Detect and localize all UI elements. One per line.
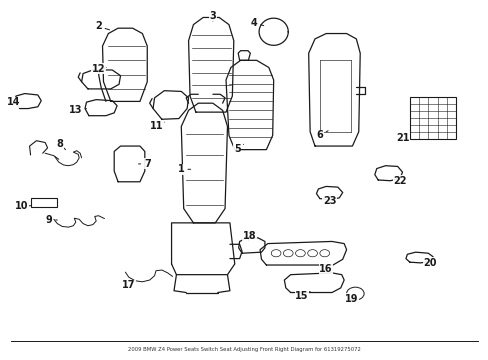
Text: 15: 15 <box>295 291 309 301</box>
Bar <box>409 97 455 139</box>
Text: 2: 2 <box>95 21 109 31</box>
Text: 17: 17 <box>122 280 135 291</box>
Text: 16: 16 <box>319 264 332 274</box>
Bar <box>30 198 57 207</box>
Text: 10: 10 <box>15 201 31 211</box>
Text: 14: 14 <box>7 97 20 107</box>
Text: 18: 18 <box>242 231 256 242</box>
Text: 23: 23 <box>322 196 336 206</box>
Text: 3: 3 <box>209 11 216 21</box>
Text: 7: 7 <box>138 159 150 169</box>
Text: 9: 9 <box>45 215 57 225</box>
Text: 8: 8 <box>56 139 65 150</box>
Text: 11: 11 <box>150 121 164 131</box>
Text: 1: 1 <box>178 164 190 174</box>
Text: 2009 BMW Z4 Power Seats Switch Seat Adjusting Front Right Diagram for 6131927507: 2009 BMW Z4 Power Seats Switch Seat Adju… <box>128 347 360 352</box>
Text: 6: 6 <box>316 130 327 140</box>
Text: 19: 19 <box>344 294 358 303</box>
Text: 12: 12 <box>92 64 105 73</box>
Text: 4: 4 <box>250 18 263 28</box>
Text: 21: 21 <box>395 133 409 143</box>
Text: 13: 13 <box>68 105 86 115</box>
Text: 22: 22 <box>392 176 406 186</box>
Text: 20: 20 <box>423 258 436 268</box>
Text: 5: 5 <box>233 144 243 154</box>
